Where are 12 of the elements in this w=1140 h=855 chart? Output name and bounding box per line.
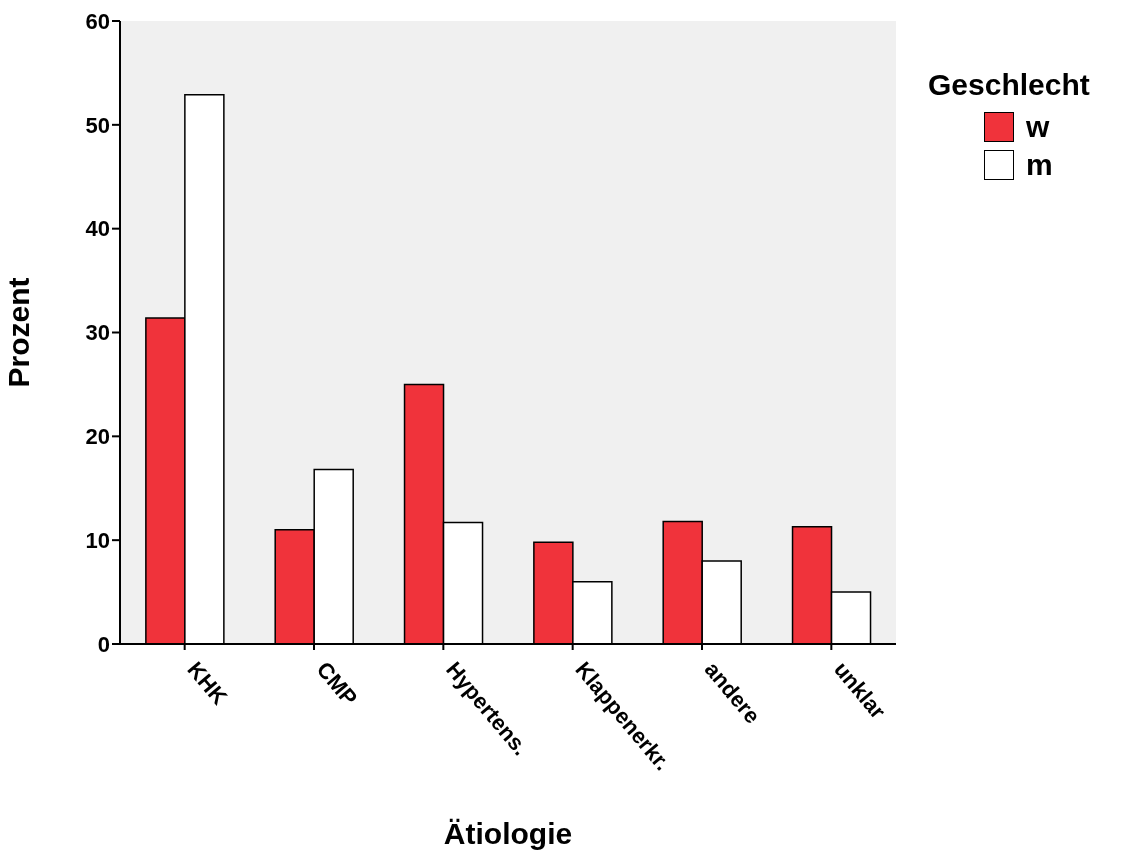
y-tick-label: 20	[85, 424, 110, 450]
legend-title: Geschlecht	[928, 68, 1090, 102]
y-tick-label: 0	[97, 631, 110, 657]
y-tick-label: 60	[85, 8, 110, 34]
y-tick-label: 10	[85, 527, 110, 553]
y-tick-label: 50	[85, 112, 110, 138]
y-tick-label: 30	[85, 320, 110, 346]
y-tick-label: 40	[85, 216, 110, 242]
legend-label: m	[1026, 148, 1053, 182]
legend-label: w	[1026, 110, 1050, 144]
x-axis-title: Ätiologie	[443, 817, 573, 850]
y-axis-title: Prozent	[1, 277, 35, 388]
